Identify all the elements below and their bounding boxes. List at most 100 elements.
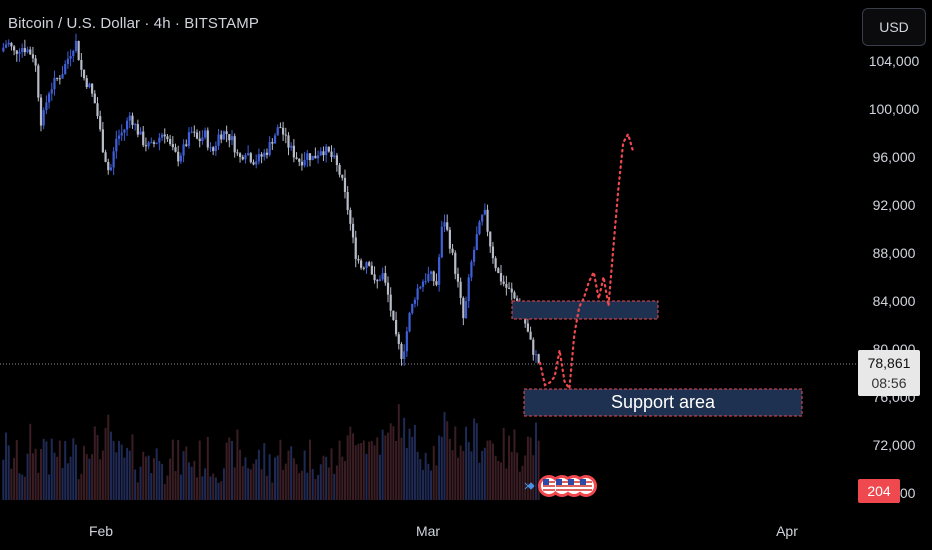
- candle-body: [228, 134, 231, 141]
- volume-bar: [454, 426, 457, 500]
- candle-body: [287, 135, 290, 148]
- candle-body: [206, 130, 209, 148]
- candle-body: [74, 40, 78, 51]
- volume-bar: [21, 474, 24, 500]
- y-tick-label: 96,000: [873, 149, 916, 165]
- candle-body: [142, 131, 145, 146]
- candle-body: [72, 50, 75, 57]
- candle-body: [362, 267, 365, 269]
- candle-body: [150, 142, 153, 144]
- candle-body: [56, 77, 59, 79]
- candle-body: [160, 134, 164, 138]
- volume-bar: [179, 474, 182, 500]
- volume-bar: [427, 463, 430, 500]
- candle-body: [279, 127, 282, 129]
- candle-body: [472, 250, 476, 262]
- volume-bar: [322, 455, 325, 500]
- volume-bar: [338, 440, 341, 500]
- candle-body: [104, 152, 107, 162]
- candle-body: [438, 257, 441, 285]
- volume-bar: [257, 449, 260, 500]
- volume-bar: [136, 482, 139, 500]
- candle-body: [185, 144, 188, 146]
- candle-body: [112, 151, 115, 168]
- candle-body: [21, 48, 24, 53]
- volume-bar: [287, 450, 290, 500]
- volume-bar: [370, 440, 373, 500]
- candle-body: [360, 260, 363, 268]
- volume-bar: [292, 458, 295, 500]
- candle-body: [443, 222, 446, 227]
- volume-bar: [435, 465, 438, 500]
- volume-bar: [354, 445, 357, 500]
- currency-button[interactable]: USD: [862, 8, 926, 46]
- volume-bar: [214, 477, 217, 500]
- candle-body: [306, 153, 309, 161]
- volume-bar: [93, 426, 96, 500]
- volume-bar: [319, 464, 322, 500]
- volume-bar: [241, 466, 244, 500]
- volume-bar: [187, 462, 190, 500]
- candle-body: [117, 135, 121, 139]
- volume-bar: [432, 445, 435, 500]
- volume-bar: [233, 467, 236, 500]
- candle-body: [115, 138, 118, 152]
- candle-body: [244, 155, 247, 160]
- volume-bar: [368, 441, 371, 500]
- candle-body: [128, 115, 131, 121]
- candle-body: [23, 48, 26, 53]
- volume-bar: [64, 441, 67, 500]
- candle-body: [456, 273, 460, 282]
- volume-bar: [69, 456, 72, 500]
- candle-body: [58, 78, 61, 80]
- candle-body: [10, 42, 13, 47]
- candle-body: [152, 142, 156, 144]
- volume-bar: [83, 445, 86, 500]
- candle-body: [144, 145, 148, 147]
- candlesticks: [2, 33, 540, 366]
- volume-bar: [255, 459, 258, 500]
- candle-body: [4, 44, 8, 48]
- volume-bar: [440, 436, 443, 500]
- candle-body: [31, 54, 35, 59]
- y-axis: 104,000100,00096,00092,00088,00084,00080…: [869, 53, 920, 501]
- candle-body: [432, 271, 435, 282]
- candle-body: [376, 280, 379, 282]
- candle-body: [392, 310, 395, 320]
- candle-body: [50, 89, 53, 94]
- candle-body: [177, 151, 180, 162]
- volume-bar: [335, 465, 338, 500]
- volume-bar: [109, 431, 112, 500]
- volume-bar: [381, 429, 384, 500]
- candle-body: [459, 281, 462, 298]
- candle-body: [212, 147, 215, 152]
- candle-body: [314, 155, 317, 159]
- volume-bar: [177, 440, 180, 500]
- volume-bar: [311, 468, 314, 500]
- volume-bar: [72, 438, 75, 500]
- volume-bar: [510, 451, 513, 500]
- volume-bar: [131, 434, 134, 500]
- volume-bar: [330, 448, 333, 500]
- candle-body: [316, 155, 320, 159]
- volume-bar: [513, 429, 516, 500]
- volume-bar: [309, 439, 312, 500]
- candle-body: [268, 141, 271, 155]
- candle-body: [440, 226, 443, 258]
- volume-bar: [274, 457, 277, 500]
- candle-body: [507, 287, 511, 289]
- candle-body: [203, 130, 207, 138]
- y-tick-label: 92,000: [873, 197, 916, 213]
- candle-body: [271, 141, 274, 144]
- candle-body: [233, 136, 236, 153]
- volume-bar: [505, 468, 508, 500]
- volume-bar: [101, 450, 104, 500]
- candle-body: [384, 273, 387, 283]
- candle-body: [502, 281, 505, 285]
- candle-body: [354, 237, 357, 259]
- x-tick-label: Apr: [776, 523, 798, 539]
- candle-body: [201, 137, 204, 142]
- candle-body: [134, 124, 137, 126]
- candle-body: [357, 258, 360, 261]
